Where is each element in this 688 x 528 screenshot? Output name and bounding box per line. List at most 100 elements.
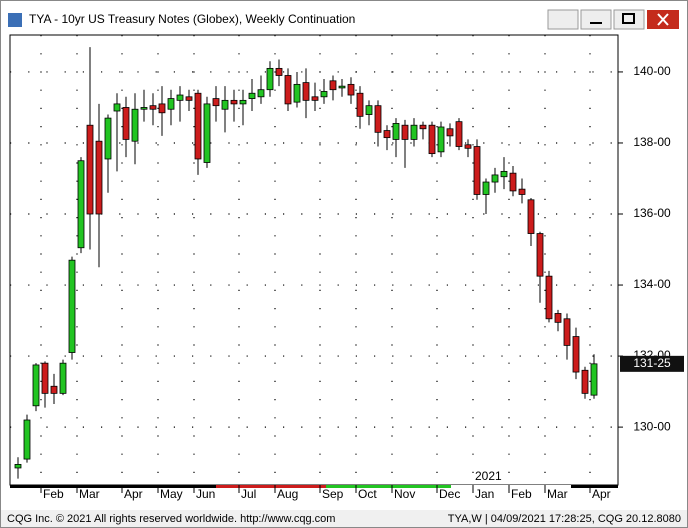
candle-body bbox=[275, 67, 283, 76]
candle-body bbox=[158, 103, 166, 114]
candle-body bbox=[374, 105, 382, 133]
candle-body bbox=[68, 259, 76, 353]
x-tick-label: Feb bbox=[511, 487, 532, 501]
candle-body bbox=[392, 123, 400, 140]
candle-body bbox=[527, 199, 535, 234]
x-tick-label: Aug bbox=[277, 487, 298, 501]
candle-body bbox=[266, 67, 274, 91]
candle-body bbox=[77, 160, 85, 249]
candle-body bbox=[338, 85, 346, 89]
candle-body bbox=[428, 124, 436, 155]
candle-body bbox=[518, 188, 526, 195]
app-icon bbox=[8, 13, 22, 27]
x-axis-strip bbox=[10, 485, 618, 488]
candle-body bbox=[437, 126, 445, 153]
last-price-box bbox=[620, 355, 684, 372]
maximize-button[interactable] bbox=[613, 9, 645, 30]
x-tick-label: Sep bbox=[322, 487, 344, 501]
status-left: CQG Inc. © 2021 All rights reserved worl… bbox=[7, 513, 335, 525]
candle-body bbox=[59, 362, 67, 394]
candle-body bbox=[167, 98, 175, 110]
candle-body bbox=[32, 364, 40, 407]
candle-body bbox=[320, 91, 328, 98]
candle-body bbox=[41, 362, 49, 394]
candle-body bbox=[14, 464, 22, 469]
candle-body bbox=[221, 99, 229, 110]
candle-body bbox=[140, 107, 148, 110]
candle-body bbox=[365, 105, 373, 115]
plot-area bbox=[9, 34, 619, 486]
candle-body bbox=[383, 130, 391, 139]
candle-body bbox=[149, 105, 157, 110]
x-tick-label: Dec bbox=[439, 487, 460, 501]
candle-body bbox=[230, 99, 238, 105]
candle-body bbox=[176, 94, 184, 101]
x-tick-label: Oct bbox=[358, 487, 377, 501]
candle-body bbox=[581, 369, 589, 394]
candle-body bbox=[554, 313, 562, 323]
window-title: TYA - 10yr US Treasury Notes (Globex), W… bbox=[29, 12, 355, 26]
candle-body bbox=[455, 121, 463, 147]
candle-body bbox=[122, 107, 130, 140]
candle-body bbox=[104, 117, 112, 160]
candle-body bbox=[590, 363, 598, 396]
candle-body bbox=[347, 83, 355, 96]
candle-body bbox=[491, 174, 499, 183]
x-tick-label: Feb bbox=[43, 487, 64, 501]
x-tick-label: Jun bbox=[196, 487, 215, 501]
x-tick-label: Apr bbox=[124, 487, 143, 501]
candle-body bbox=[257, 89, 265, 98]
candle-body bbox=[302, 82, 310, 101]
candle-body bbox=[500, 170, 508, 178]
status-bar bbox=[1, 510, 687, 527]
x-tick-label: Mar bbox=[79, 487, 100, 501]
candle-body bbox=[50, 385, 58, 394]
candle-body bbox=[113, 103, 121, 112]
x-tick-label: Mar bbox=[547, 487, 568, 501]
candle-body bbox=[545, 275, 553, 320]
y-tick-label: 130-00 bbox=[633, 419, 671, 433]
candle-body bbox=[446, 128, 454, 137]
candle-body bbox=[572, 336, 580, 373]
x-tick-label: Jul bbox=[241, 487, 256, 501]
candle-body bbox=[131, 108, 139, 142]
last-price-label: 131-25 bbox=[633, 356, 671, 370]
x-tick-label: Nov bbox=[394, 487, 415, 501]
candle-body bbox=[86, 124, 94, 215]
candle-body bbox=[95, 140, 103, 215]
candle-body bbox=[419, 124, 427, 130]
candle-body bbox=[23, 419, 31, 460]
x-tick-label: May bbox=[160, 487, 183, 501]
candle-body bbox=[563, 318, 571, 346]
candle-body bbox=[410, 124, 418, 140]
x-tick-label: Apr bbox=[592, 487, 611, 501]
candle-body bbox=[329, 80, 337, 91]
year-label: 2021 bbox=[475, 469, 502, 483]
status-right: TYA,W | 04/09/2021 17:28:25, CQG 20.12.8… bbox=[448, 513, 681, 525]
candle-body bbox=[509, 172, 517, 192]
window-buttons bbox=[547, 9, 679, 30]
minimize-button[interactable] bbox=[580, 9, 612, 30]
y-tick-label: 136-00 bbox=[633, 206, 671, 220]
y-tick-label: 138-00 bbox=[633, 135, 671, 149]
candle-body bbox=[185, 96, 193, 101]
candle-body bbox=[212, 98, 220, 107]
y-tick-label: 140-00 bbox=[633, 64, 671, 78]
candle-body bbox=[356, 92, 364, 117]
candle-body bbox=[536, 233, 544, 277]
candle-body bbox=[284, 75, 292, 105]
link-button[interactable] bbox=[547, 9, 579, 30]
candle-body bbox=[473, 146, 481, 195]
x-tick-label: Jan bbox=[475, 487, 494, 501]
candle-body bbox=[203, 103, 211, 163]
candle-body bbox=[293, 83, 301, 103]
candle-body bbox=[464, 144, 472, 149]
candle-body bbox=[401, 124, 409, 140]
y-tick-label: 134-00 bbox=[633, 277, 671, 291]
candle-body bbox=[248, 92, 256, 99]
candle-body bbox=[311, 96, 319, 101]
candle-body bbox=[482, 181, 490, 195]
candle-body bbox=[239, 99, 247, 105]
